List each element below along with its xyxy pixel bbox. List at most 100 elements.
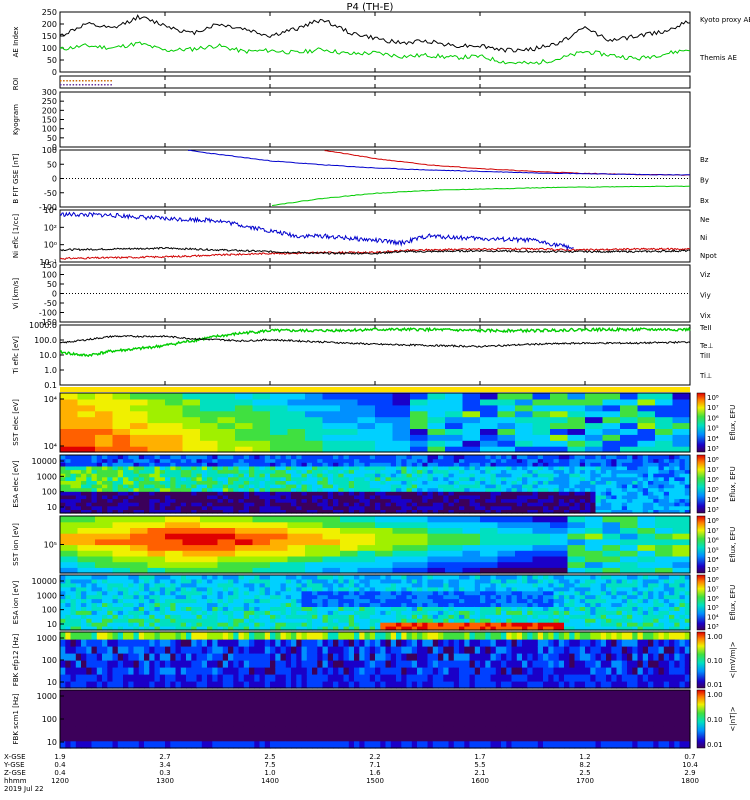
esa-e-cell bbox=[338, 476, 345, 481]
esa-e-cell bbox=[485, 487, 492, 492]
esa-i-cell bbox=[674, 626, 681, 631]
esa-i-cell bbox=[296, 598, 303, 604]
esa-i-cell bbox=[96, 614, 103, 619]
esa-e-cell bbox=[401, 509, 408, 514]
esa-e-cell bbox=[222, 458, 229, 463]
fbk-e-cell bbox=[70, 660, 77, 668]
esa-e-cell bbox=[585, 455, 591, 460]
fbk-e-cell bbox=[149, 681, 156, 689]
esa-i-cell bbox=[117, 626, 124, 631]
esa-e-cell bbox=[579, 484, 586, 489]
esa-e-cell bbox=[627, 491, 633, 496]
esa-e-cell bbox=[65, 509, 72, 514]
esa-e-cell bbox=[459, 505, 465, 510]
esa-e-cell bbox=[653, 455, 660, 460]
esa-i-cell bbox=[658, 586, 665, 592]
esa-i-cell bbox=[627, 586, 633, 592]
esa-i-cell bbox=[354, 598, 360, 604]
esa-e-cell bbox=[222, 487, 229, 492]
esa-e-cell bbox=[364, 494, 371, 500]
esa-e-cell bbox=[637, 465, 644, 471]
esa-i-cell bbox=[128, 575, 135, 580]
esa-i-cell bbox=[175, 575, 182, 580]
esa-e-cell bbox=[112, 484, 119, 489]
esa-i-cell bbox=[417, 606, 423, 611]
esa-i-cell bbox=[75, 594, 82, 600]
esa-e-cell bbox=[144, 502, 150, 507]
esa-i-cell bbox=[453, 606, 460, 611]
esa-e-cell bbox=[191, 462, 198, 467]
esa-i-cell bbox=[516, 594, 523, 600]
esa-i-cell bbox=[285, 602, 292, 607]
sst-e-cell bbox=[147, 428, 166, 435]
fbk-e-cell bbox=[86, 632, 93, 640]
sst-e-zlabel: Eflux, EFU bbox=[729, 405, 737, 440]
esa-i-cell bbox=[516, 610, 523, 615]
esa-i-cell bbox=[579, 594, 586, 600]
esa-i-cell bbox=[406, 586, 413, 592]
esa-e-cell bbox=[165, 469, 171, 474]
fbk-e-cell bbox=[144, 660, 150, 668]
esa-i-cell bbox=[474, 622, 481, 627]
sst-i-cell bbox=[462, 533, 481, 540]
esa-e-cell bbox=[275, 498, 282, 503]
esa-e-cell bbox=[616, 487, 623, 492]
esa-e-cell bbox=[663, 473, 670, 478]
esa-i-cell bbox=[338, 590, 345, 596]
esa-i-cell bbox=[359, 614, 366, 619]
sst-e-cell bbox=[340, 410, 359, 418]
fbk-e-cell bbox=[186, 660, 192, 668]
sst-i-cell bbox=[270, 533, 289, 540]
esa-e-cell bbox=[380, 505, 387, 510]
esa-i-cell bbox=[322, 578, 329, 584]
esa-e-cell bbox=[506, 465, 513, 471]
esa-e-cell bbox=[112, 487, 119, 492]
esa-i-cell bbox=[637, 590, 644, 596]
esa-i-cell bbox=[306, 618, 313, 623]
esa-e-cell bbox=[380, 502, 387, 507]
esa-i-cell bbox=[401, 626, 408, 631]
esa-e-cell bbox=[280, 509, 287, 514]
esa-i-cell bbox=[338, 610, 345, 615]
sst-e-cell bbox=[165, 428, 184, 435]
sst-i-cell bbox=[655, 555, 674, 563]
esa-e-cell bbox=[233, 462, 240, 467]
esa-i-cell bbox=[296, 590, 303, 596]
fbk-e-cell bbox=[65, 639, 72, 647]
esa-i-cell bbox=[390, 610, 397, 615]
esa-i-cell bbox=[207, 622, 213, 627]
sst-e-cell bbox=[620, 446, 639, 453]
fbk-e-cell bbox=[75, 653, 82, 661]
esa-e-cell bbox=[558, 455, 565, 460]
esa-i-cell bbox=[417, 618, 423, 623]
esa-i-cell bbox=[663, 598, 670, 604]
esa-i-cell bbox=[306, 622, 313, 627]
sst-e-cell bbox=[130, 422, 149, 429]
esa-i-cell bbox=[401, 578, 408, 584]
esa-e-cell bbox=[343, 480, 350, 485]
esa-i-cell bbox=[107, 618, 114, 623]
sst-i-cell bbox=[112, 550, 131, 557]
esa-e-cell bbox=[396, 458, 402, 463]
sst-i-cell bbox=[550, 544, 569, 551]
esa-i-cell bbox=[621, 602, 628, 607]
fbk-e-cell bbox=[212, 667, 219, 675]
kyogram-ytick-label: 50 bbox=[47, 134, 57, 143]
esa-e-cell bbox=[275, 476, 282, 481]
sst-i-cell bbox=[165, 555, 184, 563]
esa-e-cell bbox=[537, 502, 544, 507]
esa-i-cell bbox=[123, 626, 129, 631]
esa-e-cell bbox=[306, 505, 313, 510]
esa-i-cell bbox=[532, 575, 539, 580]
esa-i-cell bbox=[663, 602, 670, 607]
esa-e-cell bbox=[65, 469, 72, 474]
esa-e-cell bbox=[275, 491, 282, 496]
esa-e-cell bbox=[422, 480, 429, 485]
esa-e-cell bbox=[606, 476, 612, 481]
esa-e-cell bbox=[343, 484, 350, 489]
esa-e-cell bbox=[390, 509, 397, 514]
esa-i-cell bbox=[306, 598, 313, 604]
sst-e-cell bbox=[532, 434, 551, 441]
esa-i-cell bbox=[632, 606, 639, 611]
fbk-e-cell bbox=[170, 667, 177, 675]
